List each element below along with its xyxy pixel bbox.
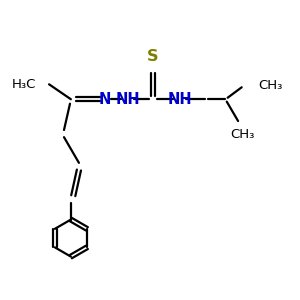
Text: NH: NH bbox=[115, 92, 140, 107]
Text: H₃C: H₃C bbox=[12, 78, 37, 91]
Text: S: S bbox=[147, 49, 159, 64]
Text: CH₃: CH₃ bbox=[230, 128, 255, 141]
Text: NH: NH bbox=[167, 92, 192, 107]
Text: CH₃: CH₃ bbox=[258, 79, 283, 92]
Text: N: N bbox=[99, 92, 111, 107]
